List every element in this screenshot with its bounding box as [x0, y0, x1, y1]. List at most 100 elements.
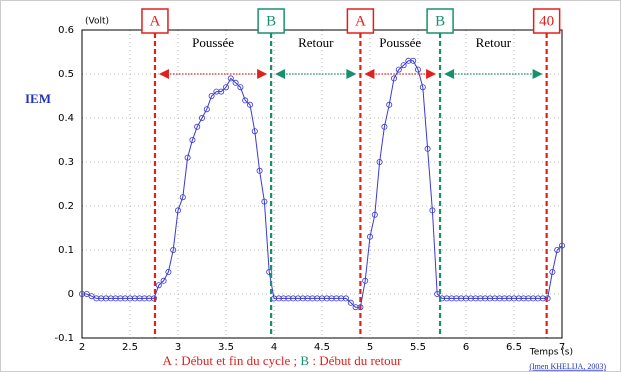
data-point [83, 290, 90, 297]
caption-part: : Début du retour [309, 353, 402, 368]
data-point [424, 145, 431, 152]
data-point [472, 295, 479, 302]
marker-label: 40 [539, 13, 554, 29]
data-point [218, 88, 225, 95]
data-point [342, 295, 349, 302]
data-point [290, 295, 297, 302]
data-point [395, 66, 402, 73]
y-tick-label: 0.1 [58, 245, 74, 256]
data-point [318, 295, 325, 302]
marker-label: A [355, 13, 366, 29]
data-point [251, 128, 258, 135]
data-point [386, 101, 393, 108]
x-tick-label: 6.5 [506, 342, 522, 353]
data-point [280, 295, 287, 302]
data-point [314, 295, 321, 302]
data-point [155, 282, 162, 289]
data-point [525, 295, 532, 302]
x-tick-label: 3 [175, 342, 181, 353]
data-point [366, 233, 373, 240]
data-point [549, 268, 556, 275]
marker-box [426, 8, 454, 34]
marker-label: A [150, 13, 161, 29]
phase-label: Poussée [379, 35, 421, 50]
data-point [482, 295, 489, 302]
y-tick-label: 0.2 [58, 201, 74, 212]
caption-part: : Début et fin du cycle ; [171, 353, 300, 368]
side-label: IEM [25, 91, 51, 106]
data-point [117, 295, 124, 302]
caption-part: B [300, 353, 309, 368]
x-tick-label: 7 [559, 342, 565, 353]
data-point [227, 75, 234, 82]
data-point [165, 268, 172, 275]
data-point [179, 194, 186, 201]
series-line [82, 60, 563, 308]
data-point [107, 295, 114, 302]
data-point [371, 211, 378, 218]
data-point [189, 136, 196, 143]
data-point [530, 295, 537, 302]
data-point [400, 62, 407, 69]
caption: A : Début et fin du cycle ; B : Début du… [162, 353, 402, 368]
x-tick-label: 2 [79, 342, 85, 353]
data-point [194, 123, 201, 130]
data-point [352, 304, 359, 311]
data-point [376, 158, 383, 165]
data-point [328, 295, 335, 302]
marker-box [532, 8, 561, 34]
data-point [554, 246, 561, 253]
arrow-head [426, 69, 437, 79]
x-tick-label: 5 [367, 342, 373, 353]
data-point [136, 295, 143, 302]
data-point [535, 295, 542, 302]
data-point [458, 295, 465, 302]
data-point [429, 207, 436, 214]
plot-bg [80, 28, 564, 340]
y-tick-label: 0.5 [58, 69, 74, 80]
marker-box [257, 8, 285, 34]
data-point [93, 295, 100, 302]
arrow-head [158, 69, 169, 79]
x-tick-label: 4 [271, 342, 277, 353]
y-tick-label: 0 [68, 289, 74, 300]
marker-box [346, 8, 375, 34]
arrow-head [364, 69, 375, 79]
data-point [414, 66, 421, 73]
data-point [486, 295, 493, 302]
data-point [390, 75, 397, 82]
data-point [127, 295, 134, 302]
x-axis-label: Temps (s) [529, 348, 573, 358]
data-point [496, 295, 503, 302]
phase-label: Retour [298, 35, 334, 50]
x-tick-label: 2.5 [122, 342, 138, 353]
x-tick-label: 4.5 [314, 342, 330, 353]
marker-label: B [266, 13, 276, 29]
phase-label: Retour [476, 35, 512, 50]
data-point [539, 295, 546, 302]
data-point [462, 295, 469, 302]
data-point [203, 106, 210, 113]
phase-label: Poussée [192, 35, 234, 50]
y-tick-label: -0.1 [54, 333, 74, 344]
data-point [338, 295, 345, 302]
arrow-head [532, 69, 543, 79]
data-point [304, 295, 311, 302]
data-point [362, 277, 369, 284]
data-point [294, 295, 301, 302]
data-point [232, 79, 239, 86]
data-point [515, 295, 522, 302]
data-point [261, 198, 268, 205]
data-point [347, 299, 354, 306]
arrow-head [346, 69, 357, 79]
arrow-head [444, 69, 455, 79]
data-point [242, 97, 249, 104]
x-tick-label: 3.5 [218, 342, 234, 353]
x-tick-label: 6 [463, 342, 469, 353]
y-tick-label: 0.4 [58, 113, 74, 124]
marker-box [141, 8, 169, 34]
data-point [174, 207, 181, 214]
caption-part: A [162, 353, 172, 368]
source: (Imen KHELIJA, 2003) [529, 362, 606, 371]
data-point [246, 101, 253, 108]
